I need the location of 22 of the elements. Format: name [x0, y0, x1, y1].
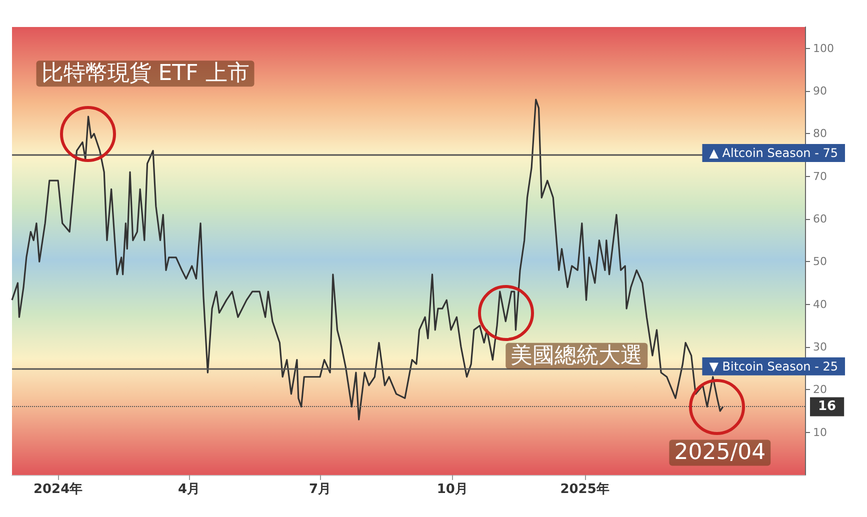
x-tick-label: 2024年 [33, 482, 83, 497]
annotation: 2025/04 [674, 440, 766, 466]
y-tick-label: 100 [813, 42, 834, 55]
y-tick-label: 10 [813, 426, 827, 439]
y-tick-label: 60 [813, 212, 827, 226]
x-tick-label: 10月 [436, 482, 468, 497]
ref-line-label: 16 [818, 399, 836, 414]
annotation: 比特幣現貨 ETF 上市 [41, 61, 250, 86]
y-tick-label: 70 [813, 170, 827, 183]
y-tick-label: 30 [813, 340, 827, 354]
ref-line-label: ▼ Bitcoin Season - 25 [709, 359, 838, 374]
annotation: 美國總統大選 [510, 343, 643, 368]
ref-line-label: ▲ Altcoin Season - 75 [709, 146, 838, 160]
y-tick-label: 20 [813, 383, 827, 396]
y-tick-label: 40 [813, 298, 827, 311]
line-series [11, 98, 724, 420]
y-tick-label: 50 [813, 255, 827, 268]
x-tick-label: 2025年 [560, 482, 610, 497]
x-tick-label: 4月 [178, 482, 200, 497]
y-tick-label: 90 [813, 84, 827, 98]
x-tick-label: 7月 [308, 482, 332, 497]
y-tick-label: 80 [813, 127, 827, 140]
